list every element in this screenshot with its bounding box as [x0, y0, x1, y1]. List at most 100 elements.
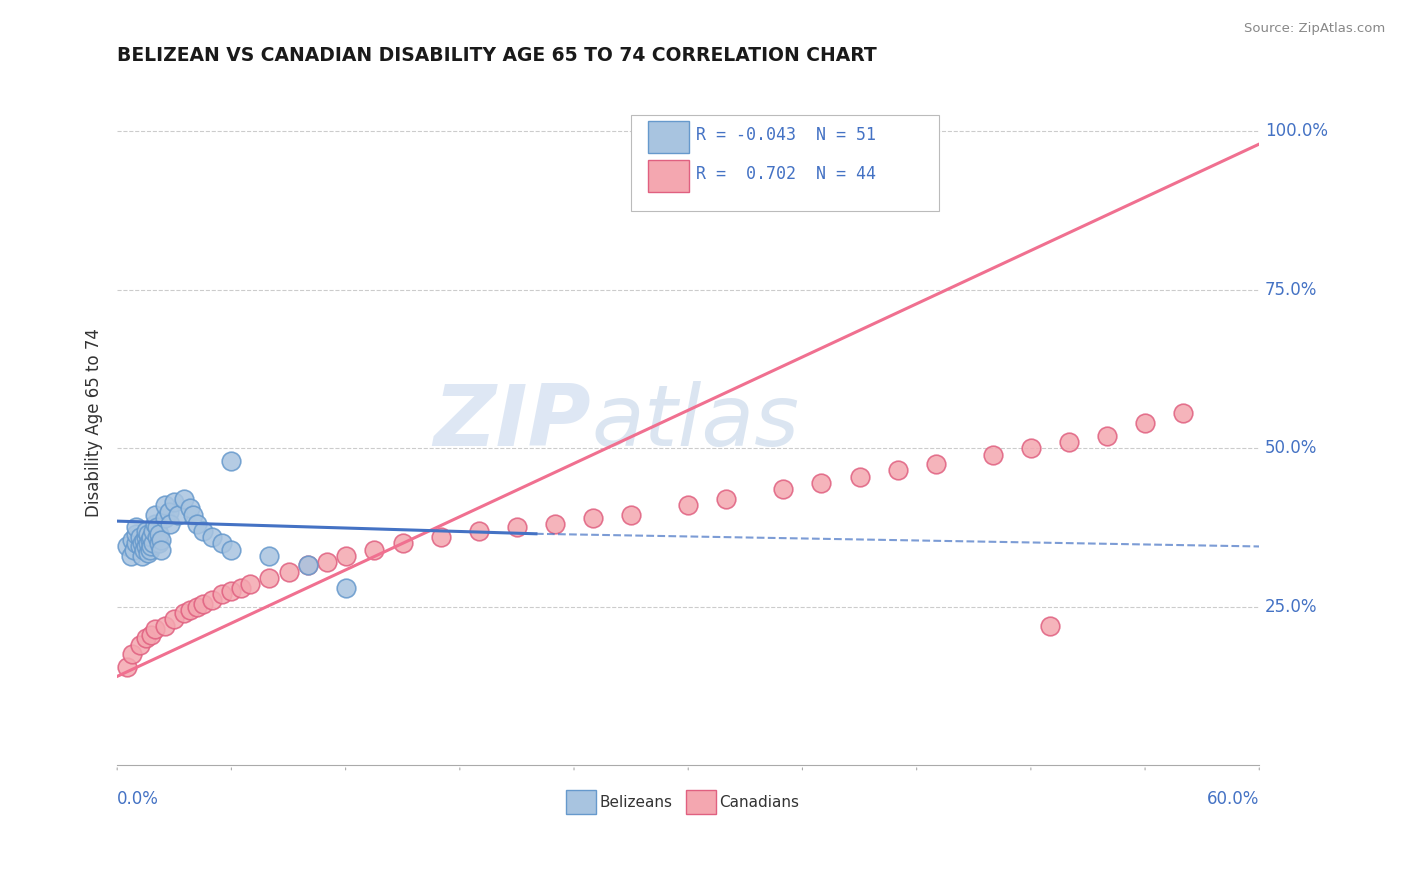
Point: [163, 495, 186, 509]
Point: [125, 536, 148, 550]
Point: [159, 517, 181, 532]
Point: [277, 565, 299, 579]
Point: [179, 501, 201, 516]
Text: 25.0%: 25.0%: [1265, 598, 1317, 615]
Text: BELIZEAN VS CANADIAN DISABILITY AGE 65 TO 74 CORRELATION CHART: BELIZEAN VS CANADIAN DISABILITY AGE 65 T…: [117, 46, 877, 65]
Text: 60.0%: 60.0%: [1206, 790, 1260, 808]
Point: [149, 542, 172, 557]
Point: [121, 647, 143, 661]
Point: [297, 558, 319, 573]
Point: [259, 549, 281, 563]
Point: [1133, 416, 1156, 430]
Point: [143, 508, 166, 522]
Point: [153, 511, 176, 525]
Point: [146, 530, 169, 544]
Text: 75.0%: 75.0%: [1265, 281, 1317, 299]
Point: [129, 638, 152, 652]
Point: [391, 536, 413, 550]
Point: [1171, 406, 1194, 420]
Point: [124, 542, 146, 557]
Point: [141, 530, 163, 544]
Point: [211, 536, 233, 550]
Point: [1019, 442, 1042, 456]
Text: atlas: atlas: [591, 382, 799, 465]
Point: [186, 599, 208, 614]
Point: [129, 540, 152, 554]
Point: [848, 469, 870, 483]
Point: [141, 628, 163, 642]
FancyBboxPatch shape: [567, 789, 596, 814]
Point: [136, 526, 159, 541]
Point: [163, 612, 186, 626]
Point: [153, 498, 176, 512]
Point: [239, 577, 262, 591]
Point: [221, 583, 243, 598]
Text: 100.0%: 100.0%: [1265, 122, 1329, 140]
Point: [506, 520, 529, 534]
FancyBboxPatch shape: [686, 789, 716, 814]
Point: [131, 549, 153, 563]
Point: [229, 581, 252, 595]
Point: [120, 549, 142, 563]
Point: [148, 526, 170, 541]
Point: [676, 498, 699, 512]
Point: [772, 483, 794, 497]
Point: [211, 587, 233, 601]
Point: [129, 530, 152, 544]
Point: [157, 505, 180, 519]
Point: [297, 558, 319, 573]
Point: [191, 597, 214, 611]
Text: R =  0.702  N = 44: R = 0.702 N = 44: [696, 165, 876, 184]
Point: [201, 593, 224, 607]
Point: [221, 454, 243, 468]
Point: [191, 524, 214, 538]
Point: [115, 540, 138, 554]
Point: [125, 520, 148, 534]
Point: [149, 533, 172, 548]
Point: [221, 542, 243, 557]
Point: [363, 542, 385, 557]
Point: [186, 517, 208, 532]
Point: [430, 530, 453, 544]
Point: [135, 524, 157, 538]
Point: [146, 520, 169, 534]
Point: [115, 660, 138, 674]
Text: ZIP: ZIP: [433, 382, 591, 465]
Point: [167, 508, 190, 522]
Point: [1039, 618, 1062, 632]
Point: [148, 536, 170, 550]
Point: [924, 457, 946, 471]
Point: [135, 632, 157, 646]
Point: [143, 517, 166, 532]
Point: [142, 524, 165, 538]
Point: [138, 542, 160, 557]
Text: 0.0%: 0.0%: [117, 790, 159, 808]
Point: [810, 476, 832, 491]
Point: [136, 546, 159, 560]
Text: Source: ZipAtlas.com: Source: ZipAtlas.com: [1244, 22, 1385, 36]
Point: [335, 581, 357, 595]
Point: [544, 517, 567, 532]
Point: [716, 491, 738, 506]
Point: [582, 511, 605, 525]
FancyBboxPatch shape: [648, 121, 689, 153]
FancyBboxPatch shape: [648, 160, 689, 192]
Point: [153, 618, 176, 632]
Point: [620, 508, 643, 522]
Point: [173, 606, 195, 620]
Point: [315, 555, 337, 569]
Text: R = -0.043  N = 51: R = -0.043 N = 51: [696, 126, 876, 144]
FancyBboxPatch shape: [631, 115, 939, 211]
Point: [981, 448, 1004, 462]
Point: [143, 622, 166, 636]
Point: [131, 536, 153, 550]
Point: [125, 526, 148, 541]
Point: [201, 530, 224, 544]
Point: [886, 463, 908, 477]
Point: [135, 540, 157, 554]
Point: [142, 536, 165, 550]
Point: [183, 508, 205, 522]
Point: [179, 603, 201, 617]
Point: [1095, 428, 1118, 442]
Text: Belizeans: Belizeans: [599, 796, 672, 810]
